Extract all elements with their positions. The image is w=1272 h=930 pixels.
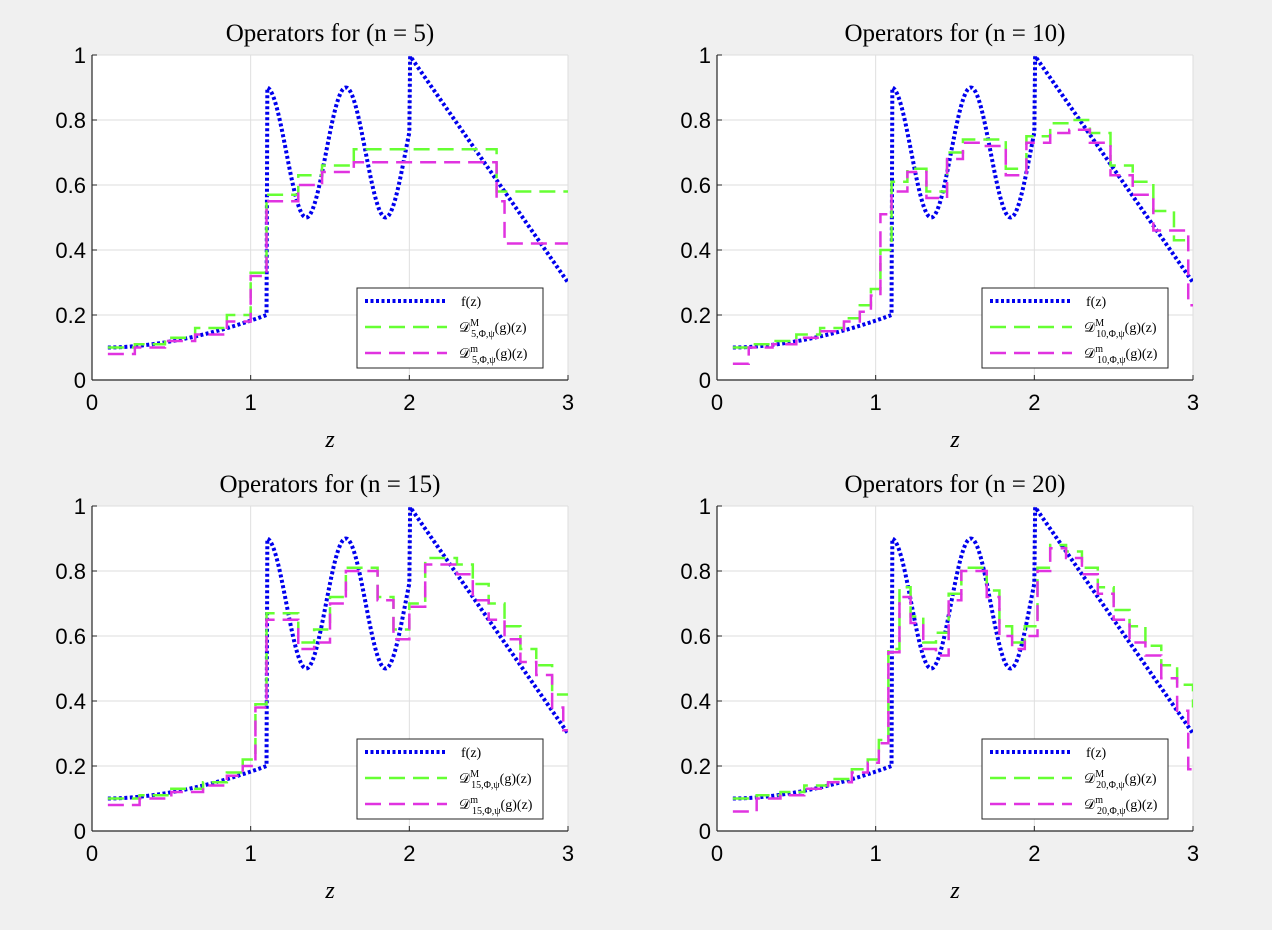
y-tick-label: 0.6	[55, 173, 86, 198]
y-tick-label: 1	[699, 43, 711, 68]
legend: f(z) 𝒟M 10,Φ,ψ(g)(z) 𝒟m 10,Φ,ψ(g)(z)	[981, 287, 1169, 369]
chart-title: Operators for (n = 5)	[226, 20, 434, 47]
series-line-max-operator	[732, 543, 1193, 800]
x-tick-label: 0	[711, 390, 723, 415]
x-tick-label: 2	[403, 390, 415, 415]
series-line-min-operator	[107, 161, 568, 356]
y-tick-label: 0.8	[55, 559, 86, 584]
chart-title: Operators for (n = 10)	[845, 20, 1066, 47]
y-tick-label: 0.6	[55, 624, 86, 649]
legend-label: 𝒟M 10,Φ,ψ(g)(z)	[1084, 318, 1157, 340]
legend: f(z) 𝒟M 15,Φ,ψ(g)(z) 𝒟m 15,Φ,ψ(g)(z)	[356, 738, 544, 820]
x-tick-label: 1	[870, 390, 882, 415]
legend-label: f(z)	[1086, 295, 1107, 310]
y-tick-label: 0.2	[680, 303, 711, 328]
y-tick-label: 1	[74, 43, 86, 68]
legend-label: f(z)	[1086, 746, 1107, 761]
legend-label: f(z)	[461, 295, 482, 310]
legend-label: 𝒟M 5,Φ,ψ(g)(z)	[459, 318, 527, 340]
series-group	[732, 504, 1193, 813]
y-tick-label: 0.8	[680, 108, 711, 133]
x-tick-label: 2	[1028, 390, 1040, 415]
legend-label: 𝒟m 5,Φ,ψ(g)(z)	[459, 344, 528, 366]
y-tick-label: 0	[699, 368, 711, 393]
series-group	[107, 504, 568, 807]
y-tick-label: 1	[699, 494, 711, 519]
y-tick-label: 0.4	[55, 238, 86, 263]
y-tick-label: 0	[74, 368, 86, 393]
legend-label: 𝒟m 10,Φ,ψ(g)(z)	[1084, 344, 1158, 366]
legend-label: 𝒟M 20,Φ,ψ(g)(z)	[1084, 769, 1157, 791]
chart-title: Operators for (n = 15)	[220, 471, 441, 498]
series-line-max-operator	[107, 148, 568, 349]
y-tick-label: 1	[74, 494, 86, 519]
y-tick-label: 0.4	[55, 689, 86, 714]
x-axis-label: z	[949, 878, 960, 904]
x-tick-label: 1	[245, 390, 257, 415]
series-line-min-operator	[107, 563, 568, 807]
y-tick-label: 0.4	[680, 238, 711, 263]
legend-label: 𝒟m 15,Φ,ψ(g)(z)	[459, 795, 533, 817]
y-tick-label: 0.8	[55, 108, 86, 133]
x-tick-label: 3	[562, 390, 574, 415]
x-tick-label: 3	[562, 841, 574, 866]
series-line-min-operator	[732, 547, 1193, 813]
x-tick-label: 1	[870, 841, 882, 866]
x-tick-label: 3	[1187, 390, 1199, 415]
y-tick-label: 0	[74, 819, 86, 844]
y-tick-label: 0.2	[680, 754, 711, 779]
y-tick-label: 0.4	[680, 689, 711, 714]
legend-label: 𝒟M 15,Φ,ψ(g)(z)	[459, 769, 532, 791]
y-tick-label: 0	[699, 819, 711, 844]
chart-panel: 0 1 2 3 0 0.2 0.4 0.6 0.8 1 Operators for (n = 10)…	[680, 20, 1199, 453]
y-tick-label: 0.6	[680, 624, 711, 649]
x-axis-label: z	[324, 427, 335, 453]
x-tick-label: 1	[245, 841, 257, 866]
series-line-min-operator	[732, 128, 1193, 365]
y-tick-label: 0.6	[680, 173, 711, 198]
y-tick-label: 0.8	[680, 559, 711, 584]
chart-panel: 0 1 2 3 0 0.2 0.4 0.6 0.8 1 Operators for (n = 20)…	[680, 471, 1199, 904]
legend: f(z) 𝒟M 20,Φ,ψ(g)(z) 𝒟m 20,Φ,ψ(g)(z)	[981, 738, 1169, 820]
legend: f(z) 𝒟M 5,Φ,ψ(g)(z) 𝒟m 5,Φ,ψ(g)(z)	[356, 287, 544, 369]
series-group	[107, 53, 568, 356]
x-axis-label: z	[949, 427, 960, 453]
x-tick-label: 2	[1028, 841, 1040, 866]
series-group	[732, 53, 1193, 365]
series-line-max-operator	[107, 556, 568, 800]
chart-panel: 0 1 2 3 0 0.2 0.4 0.6 0.8 1 Operators for (n = 5) z…	[55, 20, 574, 453]
x-tick-label: 0	[86, 841, 98, 866]
x-tick-label: 3	[1187, 841, 1199, 866]
chart-title: Operators for (n = 20)	[845, 471, 1066, 498]
y-tick-label: 0.2	[55, 303, 86, 328]
y-tick-label: 0.2	[55, 754, 86, 779]
x-axis-label: z	[324, 878, 335, 904]
x-tick-label: 0	[86, 390, 98, 415]
x-tick-label: 0	[711, 841, 723, 866]
chart-panel: 0 1 2 3 0 0.2 0.4 0.6 0.8 1 Operators for (n = 15)…	[55, 471, 574, 904]
x-tick-label: 2	[403, 841, 415, 866]
legend-label: f(z)	[461, 746, 482, 761]
legend-label: 𝒟m 20,Φ,ψ(g)(z)	[1084, 795, 1158, 817]
